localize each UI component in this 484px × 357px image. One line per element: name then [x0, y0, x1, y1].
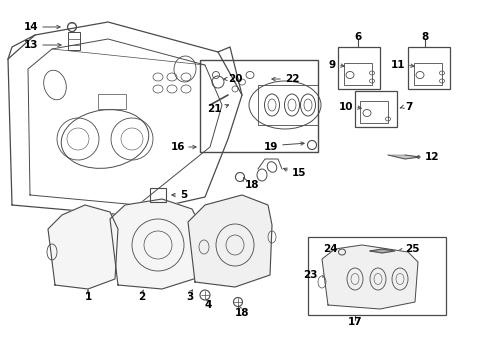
Text: 11: 11	[390, 60, 404, 70]
Text: 13: 13	[23, 40, 38, 50]
Text: 7: 7	[404, 102, 411, 112]
Polygon shape	[387, 155, 419, 159]
Bar	[413, 63, 441, 85]
Text: 19: 19	[263, 142, 277, 152]
Bar	[337, 47, 379, 89]
Text: 5: 5	[180, 190, 187, 200]
Text: 4: 4	[204, 300, 211, 310]
Text: 12: 12	[424, 152, 439, 162]
Bar	[98, 94, 126, 109]
Text: 17: 17	[347, 317, 362, 327]
Text: 16: 16	[170, 142, 184, 152]
Text: 23: 23	[303, 270, 318, 280]
Text: 22: 22	[285, 74, 299, 84]
Bar	[407, 47, 449, 89]
Polygon shape	[110, 199, 201, 289]
Bar	[307, 237, 445, 315]
Text: 6: 6	[354, 32, 361, 42]
Text: 3: 3	[186, 292, 193, 302]
Polygon shape	[321, 245, 417, 309]
Text: 18: 18	[244, 180, 259, 190]
Bar	[354, 91, 396, 127]
Bar	[257, 85, 318, 125]
Text: 14: 14	[23, 22, 38, 32]
Text: 10: 10	[338, 102, 352, 112]
Bar	[199, 60, 318, 152]
Text: 25: 25	[404, 244, 419, 254]
Text: 20: 20	[227, 74, 242, 84]
Bar	[68, 32, 80, 50]
Text: 1: 1	[84, 292, 91, 302]
Text: 21: 21	[207, 104, 222, 114]
Text: 18: 18	[234, 308, 249, 318]
Bar	[150, 188, 166, 202]
Bar	[343, 63, 371, 85]
Text: 2: 2	[138, 292, 145, 302]
Text: 24: 24	[323, 244, 337, 254]
Polygon shape	[369, 249, 394, 253]
Text: 15: 15	[291, 168, 306, 178]
Text: 9: 9	[328, 60, 335, 70]
Bar	[359, 101, 387, 123]
Polygon shape	[48, 205, 118, 289]
Polygon shape	[188, 195, 272, 287]
Text: 8: 8	[421, 32, 428, 42]
